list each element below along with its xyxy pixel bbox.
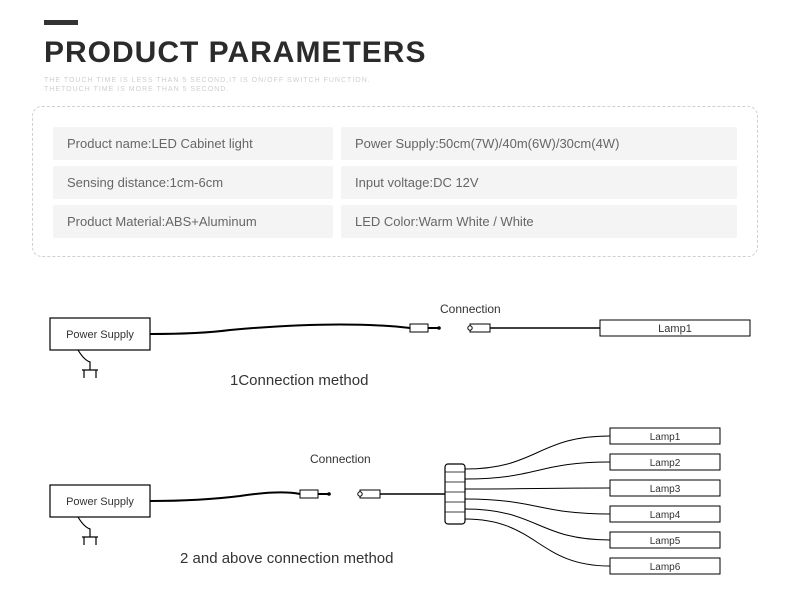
param-label: Power Supply: [355, 136, 439, 151]
lamp-label: Lamp6 [650, 562, 681, 573]
param-cell: Product Material:ABS+Aluminum [53, 205, 333, 238]
param-cell: Product name:LED Cabinet light [53, 127, 333, 160]
param-value: 1cm-6cm [170, 175, 223, 190]
accent-bar [44, 20, 78, 25]
svg-text:Power Supply: Power Supply [66, 496, 134, 508]
subtext-line: THE TOUCH TIME IS LESS THAN 5 SECOND,IT … [44, 76, 371, 85]
param-cell: Input voltage:DC 12V [341, 166, 737, 199]
lamp-label: Lamp3 [650, 484, 681, 495]
param-value: Warm White / White [419, 214, 534, 229]
param-label: LED Color: [355, 214, 419, 229]
param-cell: Sensing distance:1cm-6cm [53, 166, 333, 199]
lamp-label: Lamp4 [650, 510, 681, 521]
param-label: Input voltage: [355, 175, 433, 190]
connection-diagram-1: Power Supply Lamp1 [40, 300, 760, 400]
param-row: Product name:LED Cabinet light Power Sup… [53, 127, 737, 160]
parameter-box: Product name:LED Cabinet light Power Sup… [32, 106, 758, 257]
param-value: 50cm(7W)/40m(6W)/30cm(4W) [439, 136, 620, 151]
param-label: Product Material: [67, 214, 165, 229]
param-value: ABS+Aluminum [165, 214, 256, 229]
param-value: LED Cabinet light [152, 136, 253, 151]
lamp-label: Lamp5 [650, 536, 681, 547]
svg-text:Lamp1: Lamp1 [658, 323, 692, 335]
param-cell: LED Color:Warm White / White [341, 205, 737, 238]
connection-diagram-2: Power Supply Lamp1 Lamp2 Lamp3 Lamp4 Lamp5 La… [40, 410, 760, 600]
page-title: PRODUCT PARAMETERS [44, 36, 426, 70]
param-label: Product name: [67, 136, 152, 151]
lamp-label: Lamp1 [650, 432, 681, 443]
param-value: DC 12V [433, 175, 479, 190]
lamp-label: Lamp2 [650, 458, 681, 469]
power-supply-text: Power Supply [66, 329, 134, 341]
subtext-line: THETOUCH TIME IS MORE THAN 5 SECOND. [44, 85, 371, 94]
param-label: Sensing distance: [67, 175, 170, 190]
param-row: Product Material:ABS+Aluminum LED Color:… [53, 205, 737, 238]
param-cell: Power Supply:50cm(7W)/40m(6W)/30cm(4W) [341, 127, 737, 160]
param-row: Sensing distance:1cm-6cm Input voltage:D… [53, 166, 737, 199]
header-subtext: THE TOUCH TIME IS LESS THAN 5 SECOND,IT … [44, 76, 371, 94]
